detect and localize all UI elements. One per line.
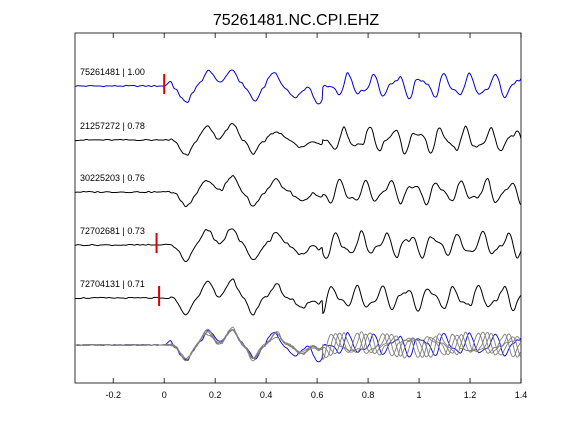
trace-line-4 [74,228,522,263]
x-tick-label-9: 1.4 [515,390,528,400]
trace-label-3: 30225203 | 0.76 [80,173,145,183]
overlay-line-5 [74,326,522,362]
trace-label-2: 21257272 | 0.78 [80,121,145,131]
chart-title: 75261481.NC.CPI.EHZ [213,12,380,29]
x-tick-label-4: 0.4 [260,390,273,400]
x-tick-label-7: 1 [417,390,422,400]
trace-label-5: 72704131 | 0.71 [80,279,145,289]
x-tick-label-2: 0 [162,390,167,400]
x-tick-label-6: 0.8 [362,390,375,400]
x-tick-label-5: 0.6 [311,390,324,400]
overlay-line-4 [74,329,522,362]
plot-frame [74,32,522,384]
stacked-overlay [74,326,522,363]
trace-label-1: 75261481 | 1.00 [80,67,145,77]
trace-line-5 [74,278,522,316]
trace-line-3 [74,174,522,208]
trace-stack: 75261481 | 1.00 21257272 | 0.78 30225203 |… [74,67,522,316]
x-tick-label-1: -0.2 [105,390,121,400]
trace-label-4: 72702681 | 0.73 [80,226,145,236]
x-tick-label-3: 0.2 [209,390,222,400]
x-axis: -0.2 0 0.2 0.4 0.6 0.8 1 1.2 1.4 [105,33,527,400]
trace-line-2 [74,123,522,156]
x-tick-label-8: 1.2 [464,390,477,400]
trace-line-1 [74,69,522,105]
